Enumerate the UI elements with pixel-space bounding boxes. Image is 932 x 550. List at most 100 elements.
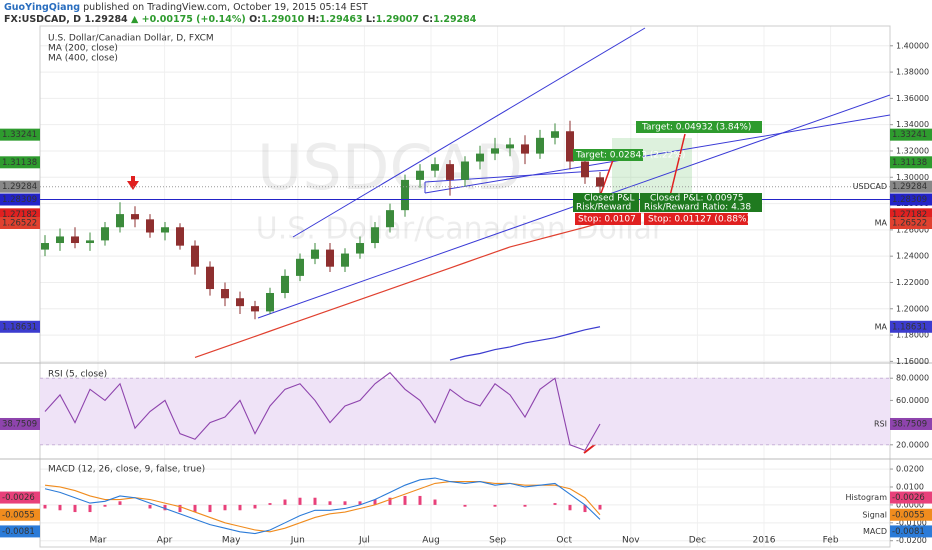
- pnl-box: [573, 193, 639, 212]
- price-tag: [890, 320, 932, 333]
- plot-frame: [39, 25, 891, 548]
- price-tag: [0, 193, 40, 206]
- histogram-bar: [463, 504, 467, 507]
- candle-body: [341, 253, 349, 267]
- histogram-bar: [178, 504, 182, 513]
- candle-body: [56, 236, 64, 244]
- pane-title: MACD (12, 26, close, 9, false, true): [48, 465, 205, 475]
- price-tag: [0, 217, 40, 230]
- x-tick-label: 2016: [753, 536, 776, 546]
- watermark-symbol: USDCAD: [257, 131, 523, 204]
- histogram-bar: [358, 501, 362, 505]
- stop-text: Stop: 0.0107: [578, 215, 636, 225]
- price-tag: [890, 508, 932, 521]
- candle-body: [506, 144, 514, 149]
- price-tag-label: -0.0081: [2, 527, 35, 537]
- down-arrow-marker: [127, 176, 139, 190]
- price-tag: [0, 320, 40, 333]
- candle-body: [581, 161, 589, 178]
- price-tag: [0, 508, 40, 521]
- pnl-box: [640, 193, 762, 212]
- candle-body: [161, 227, 169, 233]
- histogram-bar: [598, 504, 602, 510]
- price-tag-label: 1.28309: [892, 195, 927, 205]
- price-tag-label: 1.18631: [2, 322, 37, 332]
- price-tag: [0, 525, 40, 538]
- histogram-bar: [553, 503, 557, 505]
- candle-body: [281, 275, 289, 293]
- price-tag-label: 1.31138: [2, 158, 37, 168]
- open-label: O:: [249, 14, 261, 25]
- author: GuoYingQiang: [4, 2, 80, 13]
- candle-body: [86, 240, 94, 244]
- trade-arrow: [669, 133, 686, 197]
- price-tag: [890, 217, 932, 230]
- price-tag-label: 1.26522: [892, 219, 927, 229]
- stop-box: [644, 213, 748, 225]
- price-tag-name: USDCAD: [853, 182, 887, 191]
- candle-body: [461, 161, 469, 180]
- histogram-bar: [403, 495, 407, 505]
- y-tick-label: 0.0000: [896, 500, 924, 509]
- price-tag-label: 38.7509: [2, 419, 37, 429]
- price-tag: [890, 417, 932, 430]
- low-label: L:: [366, 14, 376, 25]
- histogram-bar: [148, 504, 152, 509]
- candle-body: [551, 131, 559, 138]
- histogram-bar: [208, 504, 212, 513]
- candle-body: [206, 266, 214, 290]
- rr-text: Risk/Reward: [576, 203, 631, 213]
- x-tick-label: Aug: [422, 536, 440, 546]
- y-tick-label: 1.20000: [896, 304, 929, 313]
- x-tick-label: Dec: [689, 536, 706, 546]
- target-box: [636, 121, 762, 133]
- histogram-bar: [58, 504, 62, 511]
- histogram-bar: [373, 499, 377, 505]
- candle-body: [536, 137, 544, 154]
- axes: Mar Apr May Jun Jul Aug Sep Oct Nov Dec 2016 Feb 1.1…: [0, 34, 932, 546]
- candle-body: [176, 227, 184, 246]
- pane-title: RSI (5, close): [48, 370, 107, 380]
- histogram-bar: [43, 504, 47, 509]
- stop-text: Stop: 0.01127 (0.88%): [648, 215, 750, 225]
- candle-body: [386, 210, 394, 228]
- histogram-bar: [343, 501, 347, 505]
- x-tick-label: May: [222, 536, 241, 546]
- candle-body: [596, 177, 604, 187]
- target-text: Target: 0.04932 (3.84%): [641, 123, 751, 133]
- histogram-bar: [583, 504, 587, 513]
- candle-body: [476, 153, 484, 162]
- y-tick-label: -0.0100: [896, 518, 927, 527]
- price-tag: [890, 491, 932, 504]
- y-tick-label: 0.0100: [896, 482, 924, 491]
- y-tick-label: -0.0200: [896, 536, 927, 545]
- histogram-bar: [193, 504, 197, 513]
- price-tag-name: RSI: [874, 419, 887, 428]
- change: +0.00175 (+0.14%): [142, 14, 246, 25]
- y-tick-label: 1.22000: [896, 278, 929, 287]
- histogram-bar: [523, 504, 527, 507]
- x-tick-label: Feb: [823, 536, 839, 546]
- price-tag: [890, 193, 932, 206]
- header-line: GuoYingQiang published on TradingView.co…: [4, 2, 368, 13]
- price-tag-label: 1.29284: [892, 182, 927, 192]
- y-tick-label: 20.0000: [896, 440, 929, 449]
- x-tick-label: Mar: [90, 536, 107, 546]
- candle-body: [266, 292, 274, 312]
- price-tag: [0, 128, 40, 141]
- candle-body: [251, 306, 259, 312]
- candle-body: [146, 219, 154, 233]
- rsi-band: [40, 378, 890, 445]
- y-tick-label: 1.40000: [896, 41, 929, 50]
- histogram-bar: [283, 499, 287, 505]
- moving-average: [449, 326, 601, 361]
- x-tick-label: Sep: [489, 536, 506, 546]
- quote-line: FX:USDCAD, D 1.29284 ▲ +0.00175 (+0.14%)…: [4, 14, 477, 25]
- trade-annotations: Target: 0.02843 (2.22%) Closed P&L Risk/…: [573, 121, 762, 225]
- y-tick-label: 1.32000: [896, 146, 929, 155]
- candle-body: [221, 289, 229, 299]
- trendline: [424, 114, 891, 194]
- histogram-bar: [568, 504, 572, 511]
